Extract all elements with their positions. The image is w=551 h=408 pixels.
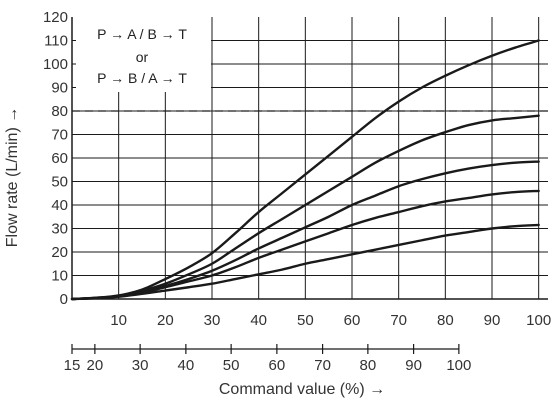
x-tick-label: 90 <box>484 312 501 329</box>
secondary-x-tick-label: 40 <box>178 357 195 374</box>
x-tick-label: 100 <box>526 312 551 329</box>
y-tick-label: 90 <box>51 80 68 97</box>
x-tick-label: 10 <box>110 312 127 329</box>
series-line-4 <box>70 189 540 301</box>
y-tick-label: 80 <box>51 103 68 120</box>
legend-line-2: or <box>136 49 149 65</box>
secondary-x-tick-label: 15 <box>64 357 81 374</box>
plot-frame <box>71 17 548 300</box>
secondary-x-tick-label: 90 <box>405 357 422 374</box>
series-line-2 <box>70 114 540 301</box>
secondary-x-tick-label: 20 <box>87 357 104 374</box>
secondary-x-tick-label: 60 <box>269 357 286 374</box>
y-tick-label: 0 <box>60 291 68 308</box>
x-tick-label: 70 <box>390 312 407 329</box>
x-tick-label: 50 <box>297 312 314 329</box>
x-tick-label: 30 <box>204 312 221 329</box>
x-tick-label: 60 <box>344 312 361 329</box>
legend-line-1: P → A / B → T <box>97 26 187 42</box>
x-tick-labels: 10 20 30 40 50 60 70 80 90 100 <box>110 312 551 329</box>
y-tick-label: 70 <box>51 127 68 144</box>
y-tick-label: 120 <box>43 9 68 26</box>
x-tick-label: 20 <box>157 312 174 329</box>
y-tick-label: 20 <box>51 244 68 261</box>
y-axis-label: Flow rate (L/min) → <box>4 107 21 247</box>
legend: P → A / B → T or P → B / A → T <box>76 16 211 92</box>
y-tick-label: 30 <box>51 221 68 238</box>
secondary-x-axis: 15 20 30 40 50 60 70 80 90 100 <box>64 344 471 374</box>
x-tick-label: 40 <box>250 312 267 329</box>
secondary-x-tick-label: 100 <box>446 357 471 374</box>
legend-background <box>76 16 211 92</box>
y-tick-label: 40 <box>51 197 68 214</box>
y-tick-labels: 0 10 20 30 40 50 60 70 80 90 100 110 120 <box>43 9 68 308</box>
y-tick-label: 10 <box>51 268 68 285</box>
series-line-1 <box>70 39 540 301</box>
secondary-x-tick-label: 80 <box>360 357 377 374</box>
y-tick-label: 110 <box>44 33 68 50</box>
series-lines <box>70 39 540 301</box>
x-tick-label: 80 <box>437 312 454 329</box>
secondary-x-tick-label: 50 <box>223 357 240 374</box>
secondary-x-tick-label: 30 <box>132 357 149 374</box>
y-tick-label: 50 <box>51 174 68 191</box>
x-axis-label: Command value (%) → <box>219 381 385 398</box>
secondary-x-tick-label: 70 <box>314 357 331 374</box>
y-tick-label: 100 <box>43 56 68 73</box>
y-tick-label: 60 <box>51 150 68 167</box>
series-line-5 <box>70 223 540 301</box>
legend-line-3: P → B / A → T <box>97 70 187 86</box>
